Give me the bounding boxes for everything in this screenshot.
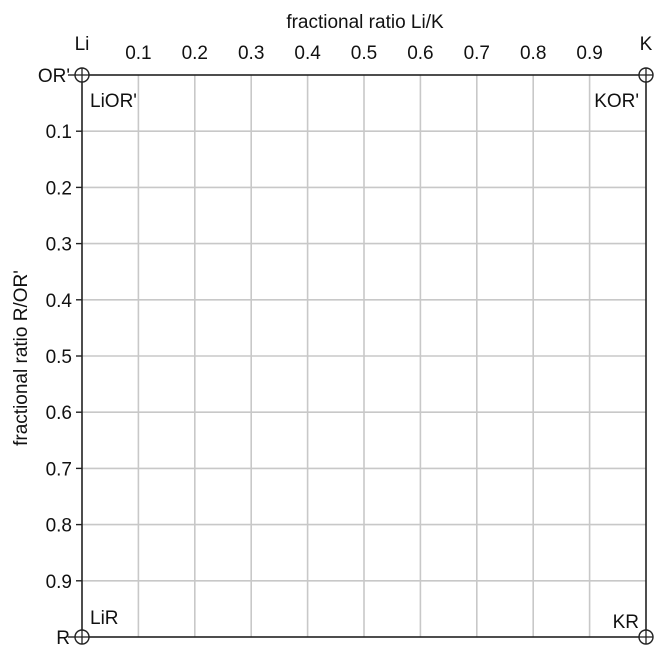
x-axis-title: fractional ratio Li/K bbox=[286, 12, 444, 33]
grid-lines bbox=[76, 75, 646, 637]
corner-label-lir: LiR bbox=[90, 608, 119, 629]
y-axis-title: fractional ratio R/OR' bbox=[11, 270, 32, 446]
x-end-label-li: Li bbox=[75, 34, 90, 55]
y-tick-label: 0.7 bbox=[46, 459, 72, 480]
y-tick-label: 0.3 bbox=[46, 235, 72, 256]
x-tick-label: 0.5 bbox=[351, 43, 377, 64]
y-tick-label: 0.6 bbox=[46, 403, 72, 424]
y-tick-label: 0.4 bbox=[46, 291, 73, 312]
x-tick-label: 0.7 bbox=[464, 43, 490, 64]
x-end-label-k: K bbox=[640, 34, 653, 55]
corner-marker-bottom-left bbox=[75, 630, 89, 644]
corner-label-kr: KR bbox=[613, 612, 639, 633]
y-tick-label: 0.8 bbox=[46, 516, 72, 537]
x-tick-labels: 0.1 0.2 0.3 0.4 0.5 0.6 0.7 0.8 0.9 bbox=[125, 43, 603, 64]
corner-label-kor: KOR' bbox=[594, 91, 639, 112]
x-tick-label: 0.1 bbox=[125, 43, 151, 64]
x-tick-label: 0.9 bbox=[576, 43, 602, 64]
x-tick-label: 0.8 bbox=[520, 43, 546, 64]
x-tick-label: 0.4 bbox=[294, 43, 321, 64]
y-tick-label: 0.1 bbox=[46, 122, 72, 143]
y-tick-labels: 0.1 0.2 0.3 0.4 0.5 0.6 0.7 0.8 0.9 bbox=[46, 122, 73, 593]
corner-marker-bottom-right bbox=[639, 630, 653, 644]
y-end-label-or: OR' bbox=[38, 66, 70, 87]
y-tick-label: 0.9 bbox=[46, 572, 72, 593]
corner-label-lior: LiOR' bbox=[90, 91, 137, 112]
corner-marker-top-right bbox=[639, 68, 653, 82]
corner-marker-top-left bbox=[75, 68, 89, 82]
y-end-label-r: R bbox=[56, 628, 70, 646]
y-tick-label: 0.5 bbox=[46, 347, 72, 368]
x-tick-label: 0.6 bbox=[407, 43, 433, 64]
x-tick-label: 0.2 bbox=[182, 43, 208, 64]
y-tick-label: 0.2 bbox=[46, 178, 72, 199]
x-tick-label: 0.3 bbox=[238, 43, 264, 64]
